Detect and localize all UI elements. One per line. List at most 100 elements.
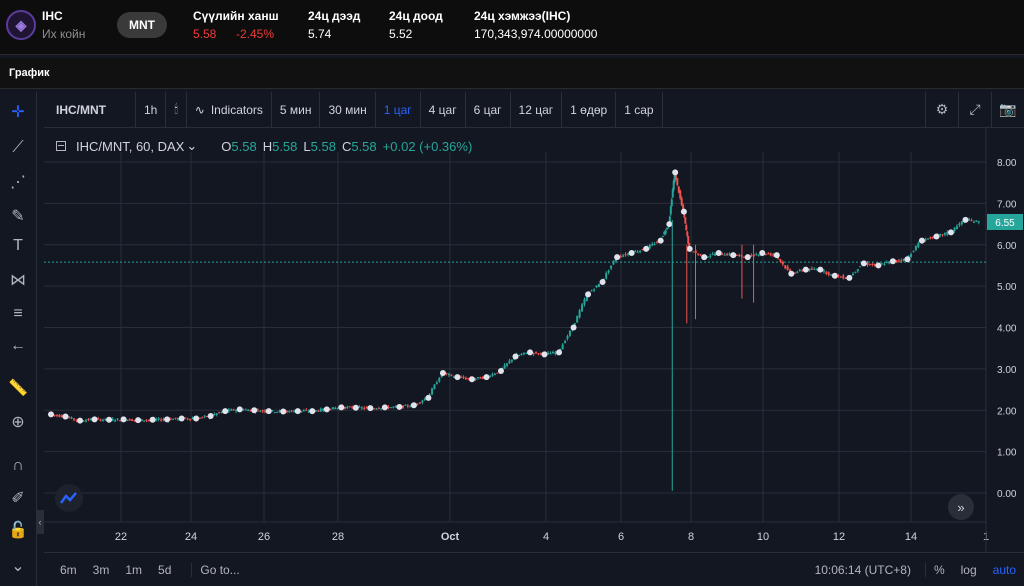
range-6m[interactable]: 6m — [60, 563, 77, 577]
candle-body — [157, 418, 160, 420]
tradingview-logo-icon[interactable] — [55, 484, 83, 512]
crosshair-icon[interactable]: ✛ — [11, 104, 25, 121]
pattern-icon[interactable]: ⋈ — [10, 272, 26, 289]
candle-body — [669, 206, 672, 215]
lock-drawing-icon[interactable]: ✐ — [11, 490, 25, 507]
candle-body — [268, 411, 271, 413]
interval-5min[interactable]: 5 мин — [272, 92, 321, 127]
quote-currency-button[interactable]: MNT — [117, 12, 167, 38]
range-1m[interactable]: 1m — [125, 563, 143, 577]
candle-body — [527, 352, 530, 354]
interval-1h[interactable]: 1 цаг — [376, 92, 421, 127]
interval-30min[interactable]: 30 мин — [320, 92, 376, 127]
data-point-marker — [802, 266, 809, 273]
data-point-marker — [680, 208, 687, 215]
hide-drawings-icon[interactable]: ⌄ — [11, 558, 25, 575]
legend-dropdown-icon[interactable]: ⌄ — [186, 138, 198, 153]
candle-body — [774, 253, 777, 256]
candle-body — [140, 419, 143, 422]
chart-type-candles-icon[interactable]: 🕯 — [166, 92, 187, 127]
percent-scale-toggle[interactable]: % — [924, 563, 953, 577]
pitchfork-icon[interactable]: ⋰ — [10, 174, 26, 191]
candle-body — [929, 237, 932, 239]
data-point-marker — [759, 250, 766, 257]
data-point-marker — [570, 324, 577, 331]
candle-body — [668, 216, 671, 225]
interval-4h[interactable]: 4 цаг — [421, 92, 466, 127]
candle-body — [600, 282, 603, 284]
candle-body — [218, 412, 221, 414]
price-chart[interactable]: 8.00 7.00 6.00 5.00 4.00 3.00 2.00 1.00 0.00 22 24… — [0, 92, 1024, 586]
candle-body — [375, 408, 378, 410]
candle-body — [711, 253, 714, 255]
y-tick-label: 1.00 — [997, 448, 1017, 459]
toolbar-right: ⚙ ⤢ 📷 — [925, 92, 1024, 127]
candle-body — [150, 419, 153, 421]
candle-body — [747, 255, 750, 257]
collapse-legend-icon[interactable] — [56, 141, 66, 151]
data-point-marker — [512, 353, 519, 360]
interval-12h[interactable]: 12 цаг — [511, 92, 563, 127]
candle-body — [273, 412, 276, 414]
candle-body — [931, 236, 934, 239]
collapse-toolbar-icon[interactable]: ‹ — [36, 510, 44, 534]
magnet-icon[interactable]: ∩ — [12, 457, 24, 474]
data-point-marker — [585, 291, 592, 298]
auto-scale-toggle[interactable]: auto — [992, 563, 1016, 577]
brush-icon[interactable]: ✎ — [11, 208, 25, 225]
candle-body — [443, 372, 446, 374]
candle-body — [290, 410, 293, 412]
goto-date-button[interactable]: Go to... — [191, 563, 247, 577]
candle-body — [902, 258, 905, 261]
y-tick-label: 5.00 — [997, 282, 1017, 293]
coin-name: Их койн — [42, 27, 86, 41]
clock-timezone[interactable]: 10:06:14 (UTC+8) — [814, 563, 911, 577]
ruler-icon[interactable]: 📏 — [8, 380, 28, 397]
candle-body — [551, 351, 554, 354]
candle-body — [341, 406, 344, 408]
candle-body — [307, 411, 310, 413]
candle-body — [697, 253, 700, 255]
text-tool-icon[interactable]: T — [13, 237, 23, 254]
prediction-icon[interactable]: ≡ — [13, 305, 23, 322]
candle-body — [706, 256, 709, 258]
indicators-button[interactable]: ∿ Indicators — [187, 92, 272, 127]
candle-body — [314, 410, 317, 412]
data-point-marker — [686, 245, 693, 252]
interval-1m[interactable]: 1 сар — [616, 92, 663, 127]
candle-body — [673, 171, 676, 182]
symbol-search-button[interactable]: IHC/MNT — [44, 92, 136, 127]
legend-title[interactable]: IHC/MNT, 60, DAX — [76, 138, 185, 154]
back-arrow-icon[interactable]: ← — [10, 337, 26, 354]
candle-body — [544, 353, 547, 355]
interval-6h[interactable]: 6 цаг — [466, 92, 511, 127]
interval-1d[interactable]: 1 өдөр — [562, 92, 617, 127]
range-3m[interactable]: 3m — [92, 563, 110, 577]
candle-body — [227, 409, 230, 412]
candle-body — [714, 253, 717, 256]
log-scale-toggle[interactable]: log — [960, 563, 977, 577]
candle-body — [191, 418, 194, 420]
range-5d[interactable]: 5d — [158, 563, 172, 577]
trend-line-icon[interactable]: ⟋ — [12, 139, 24, 156]
candle-body — [518, 354, 521, 356]
candle-body — [796, 271, 799, 273]
candle-body — [735, 254, 738, 256]
camera-icon[interactable]: 📷 — [991, 92, 1024, 127]
candle-body — [131, 419, 134, 421]
interval-button[interactable]: 1h — [136, 92, 167, 127]
candle-body — [704, 255, 707, 258]
zoom-in-icon[interactable]: ⊕ — [11, 414, 25, 431]
candle-body — [619, 255, 622, 257]
scroll-to-realtime-icon[interactable]: » — [948, 494, 974, 520]
lock-icon[interactable]: 🔓 — [8, 522, 28, 539]
candle-body — [283, 411, 286, 413]
settings-gear-icon[interactable]: ⚙ — [925, 92, 958, 127]
fullscreen-icon[interactable]: ⤢ — [958, 92, 991, 127]
candle-body — [883, 264, 886, 266]
chart-bottom-bar: 6m 3m 1m 5d Go to... 10:06:14 (UTC+8) % … — [44, 552, 1024, 586]
candle-body — [953, 227, 956, 231]
data-point-marker — [860, 260, 867, 267]
candle-body — [977, 221, 980, 223]
data-point-marker — [193, 415, 200, 422]
